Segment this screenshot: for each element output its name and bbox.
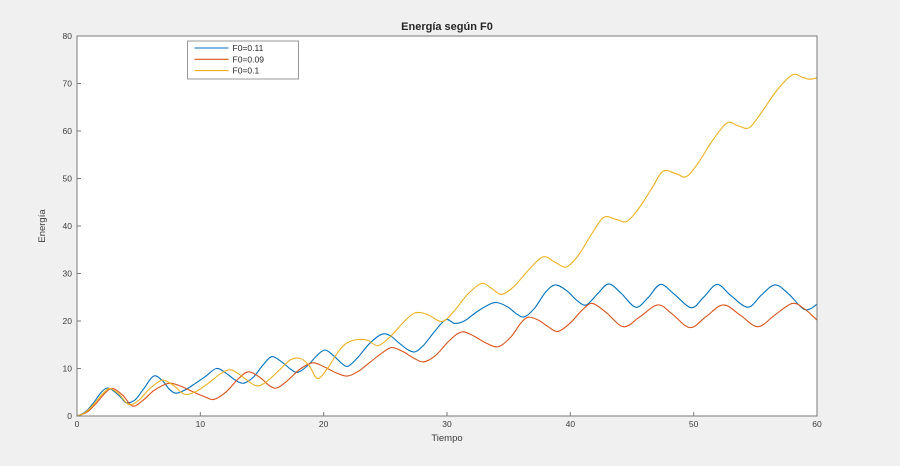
x-axis-label: Tiempo [431, 433, 462, 444]
y-axis-label: Energía [37, 209, 48, 243]
legend-label: F0=0.1 [233, 66, 260, 76]
y-tick-label: 40 [63, 221, 73, 231]
plot-area [77, 36, 817, 416]
curve-group [76, 73, 818, 417]
y-tick-label: 10 [63, 364, 73, 374]
tick-labels-group: 0 10 20 30 40 50 60 0 10 20 30 40 50 60 70 80 [63, 31, 822, 429]
legend-box [187, 40, 299, 80]
y-tick-label: 80 [63, 31, 73, 41]
legend-label: F0=0.09 [233, 54, 265, 64]
legend-label: F0=0.11 [233, 43, 264, 53]
y-tick-label: 50 [63, 174, 73, 184]
y-tick-label: 0 [67, 411, 72, 421]
x-tick-label: 40 [566, 419, 576, 429]
y-tick-label: 60 [63, 126, 73, 136]
x-tick-label: 60 [812, 419, 822, 429]
y-tick-label: 70 [63, 79, 73, 89]
curve-series-3 [76, 73, 818, 417]
x-tick-label: 20 [319, 419, 329, 429]
y-tick-label: 20 [63, 316, 73, 326]
curve-series-2 [76, 302, 818, 417]
x-tick-label: 0 [75, 419, 80, 429]
curve-series-1 [76, 283, 818, 417]
tick-marks-group [76, 35, 818, 417]
x-tick-label: 10 [196, 419, 206, 429]
x-tick-label: 50 [689, 419, 699, 429]
x-tick-label: 30 [442, 419, 452, 429]
chart-title: Energía según F0 [401, 21, 493, 33]
y-tick-label: 30 [63, 269, 73, 279]
